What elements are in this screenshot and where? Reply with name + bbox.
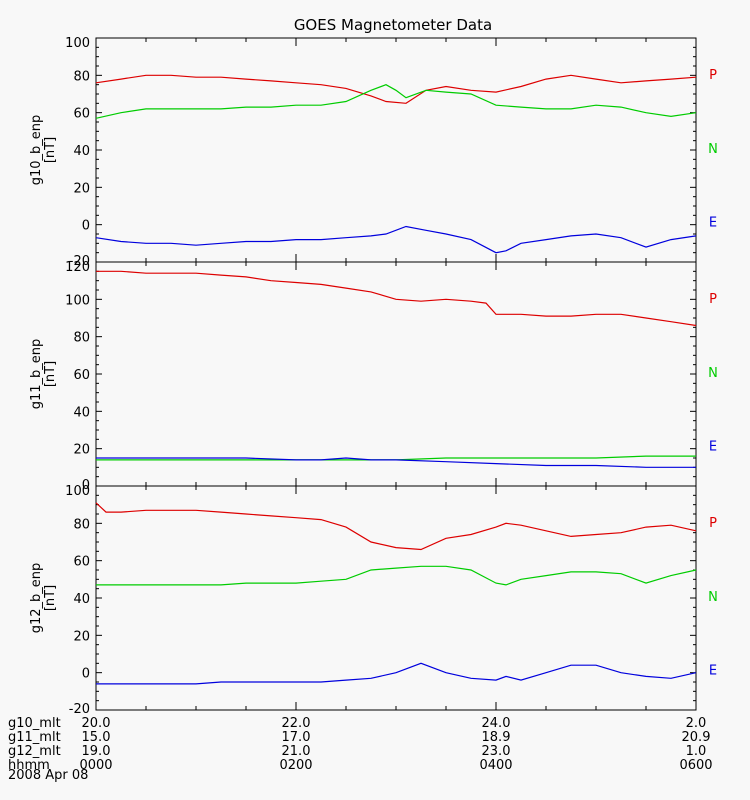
panel-2: 0 20 40 60 80 100 120 g11_b_enp [nT] P N E	[29, 260, 718, 493]
y-axis-unit: [nT]	[43, 585, 58, 611]
legend-label-p: P	[709, 68, 717, 83]
y-tick-label: 100	[65, 36, 90, 51]
date-label: 2008 Apr 08	[8, 768, 88, 783]
legend-label-e: E	[709, 664, 717, 679]
time-row-value: 0600	[679, 758, 712, 773]
y-tick-label: 60	[73, 107, 90, 122]
time-row-value: 2.0	[686, 716, 707, 731]
legend-label-n: N	[708, 142, 718, 157]
time-row-value: 1.0	[686, 744, 707, 759]
y-tick-label: 100	[65, 484, 90, 499]
y-tick-label: 20	[73, 443, 90, 458]
y-axis-label: g10_b_enp	[29, 115, 44, 186]
y-tick-label: 80	[73, 517, 90, 532]
time-axis-labels: g10_mlt 20.0 22.0 24.0 2.0 g11_mlt 15.0 17.0 18.…	[8, 716, 713, 773]
legend-label-n: N	[708, 590, 718, 605]
panel-frame	[95, 485, 697, 711]
series-line-e	[96, 662, 697, 685]
time-row-label: hhmm	[8, 758, 50, 773]
y-tick-label: 40	[73, 405, 90, 420]
series-line-p	[95, 74, 697, 104]
y-tick-label: -20	[69, 702, 90, 717]
time-row-value: 20.9	[682, 730, 711, 745]
time-row-label: g11_mlt	[8, 730, 61, 745]
y-tick-label: 80	[73, 331, 90, 346]
y-axis-label: g12_b_enp	[29, 563, 44, 634]
legend-label-e: E	[709, 440, 717, 455]
time-row-value: 18.9	[482, 730, 511, 745]
y-axis-unit: [nT]	[43, 361, 58, 387]
y-tick-label: 0	[82, 478, 90, 493]
series-line-p	[95, 502, 697, 551]
panel-3: -20 0 20 40 60 80 100 g12_b_enp [nT] P N E	[29, 484, 718, 717]
y-tick-label: 40	[73, 144, 90, 159]
time-row-value: 15.0	[82, 730, 111, 745]
y-tick-label: 40	[73, 592, 90, 607]
time-row-value: 0400	[479, 758, 512, 773]
panel-frame	[95, 261, 697, 487]
time-row-value: 24.0	[482, 716, 511, 731]
y-tick-label: 20	[73, 181, 90, 196]
series-line-p	[96, 270, 697, 327]
chart-title: GOES Magnetometer Data	[294, 16, 492, 34]
y-tick-label: 60	[73, 368, 90, 383]
y-tick-label: 0	[82, 667, 90, 682]
y-tick-label: -20	[69, 254, 90, 269]
panel-frame	[95, 37, 697, 263]
time-row-value: 0200	[279, 758, 312, 773]
y-axis-unit: [nT]	[43, 137, 58, 163]
time-row-value: 19.0	[82, 744, 111, 759]
time-row-label: g10_mlt	[8, 716, 61, 731]
time-row-value: 21.0	[282, 744, 311, 759]
y-axis-label: g11_b_enp	[29, 339, 44, 410]
time-row-value: 0000	[79, 758, 112, 773]
legend-label-p: P	[709, 292, 717, 307]
time-row-label: g12_mlt	[8, 744, 61, 759]
series-line-e	[95, 225, 697, 254]
y-tick-label: 120	[65, 260, 90, 275]
legend-label-e: E	[709, 216, 717, 231]
time-row-value: 22.0	[282, 716, 311, 731]
legend-label-n: N	[708, 366, 718, 381]
y-tick-label: 60	[73, 555, 90, 570]
y-tick-label: 20	[73, 629, 90, 644]
series-line-e	[96, 457, 696, 468]
panel-1: -20 0 20 40 60 80 100 g10_b_enp [nT] P N E	[29, 36, 718, 269]
y-tick-label: 80	[73, 69, 90, 84]
time-row-value: 23.0	[482, 744, 511, 759]
y-tick-label: 0	[82, 219, 90, 234]
time-row-value: 20.0	[82, 716, 111, 731]
series-line-n	[95, 84, 697, 119]
y-tick-label: 100	[65, 293, 90, 308]
series-line-n	[96, 565, 697, 586]
legend-label-p: P	[709, 516, 717, 531]
time-row-value: 17.0	[282, 730, 311, 745]
